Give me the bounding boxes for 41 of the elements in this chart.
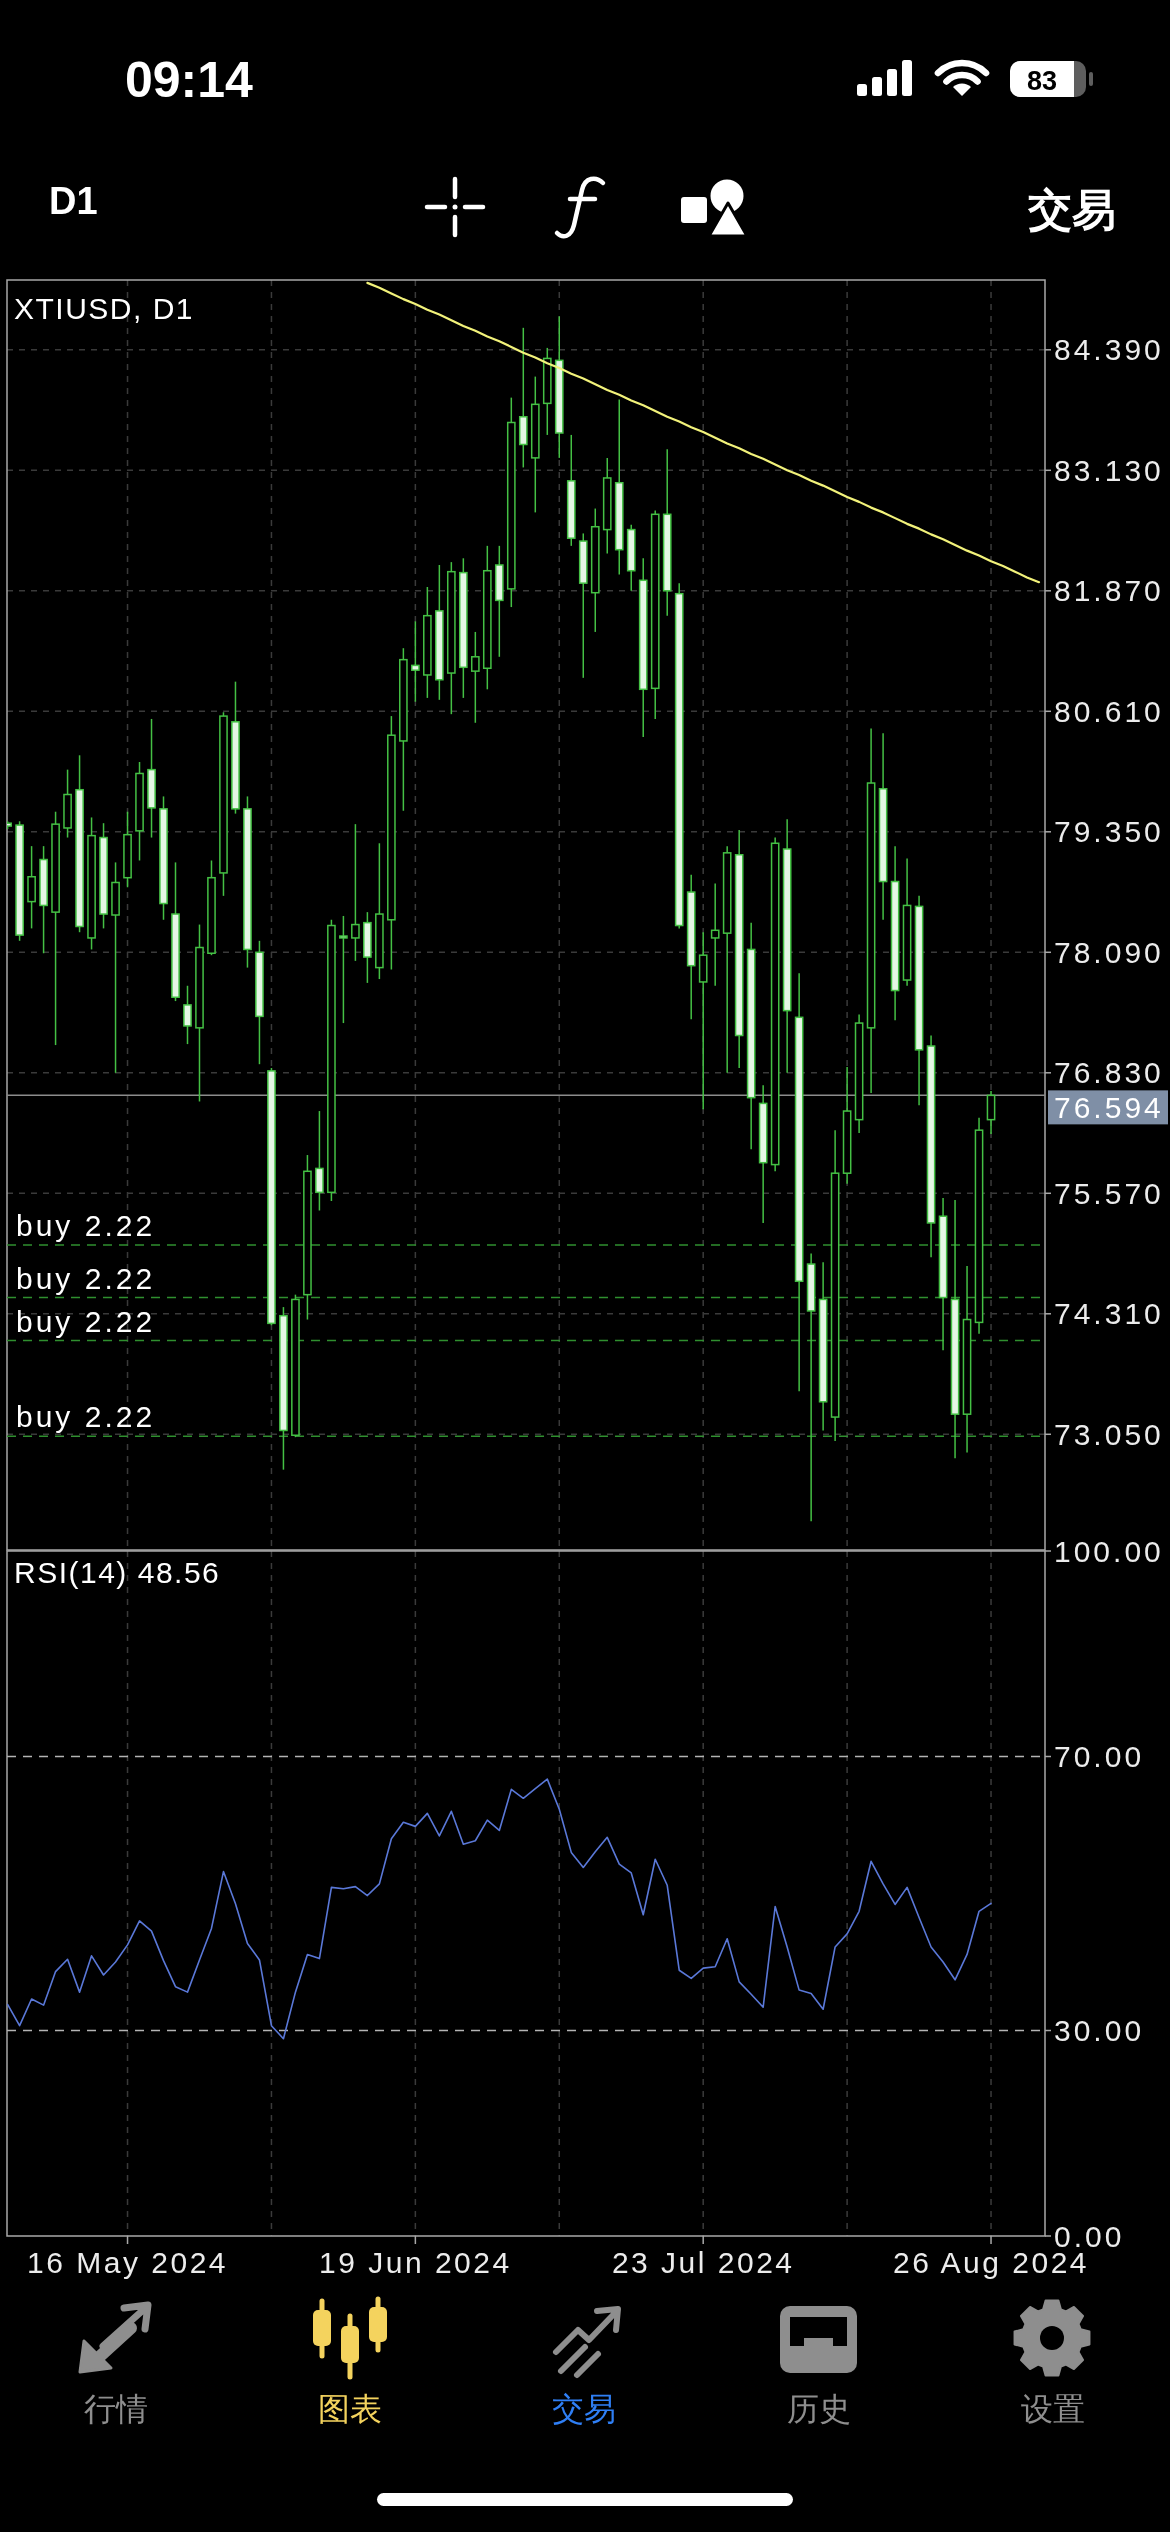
y-tick-label: 83.130 <box>1054 453 1164 487</box>
line-series <box>366 281 1041 584</box>
ref-line-label: 76.594 <box>1054 1090 1164 1124</box>
text: 交易 <box>552 2391 616 2427</box>
y-tick-label: 80.610 <box>1054 694 1164 728</box>
y-tick-label: 70.00 <box>1054 1740 1145 1773</box>
text: 图表 <box>318 2391 382 2427</box>
x-tick-label: 19 Jun 2024 <box>319 2246 512 2279</box>
candlestick <box>351 823 360 962</box>
text: 83 <box>1026 66 1058 96</box>
y-tick-label: 73.050 <box>1054 1417 1164 1451</box>
candlestick <box>339 915 348 1024</box>
candlestick <box>183 985 192 1045</box>
y-tick-label: 84.390 <box>1054 333 1164 367</box>
ref-line-label: buy 2.22 <box>16 1304 156 1338</box>
text: 交易 <box>1027 185 1116 234</box>
text: 历史 <box>787 2391 851 2427</box>
candlestick <box>470 631 480 724</box>
y-tick-label: 78.090 <box>1054 935 1164 969</box>
y-tick-label: 79.350 <box>1054 815 1164 849</box>
line-series <box>7 1778 992 2040</box>
candlestick <box>315 1110 324 1212</box>
chart-title: XTIUSD, D1 <box>14 292 195 325</box>
candlestick <box>411 620 420 703</box>
chart-title: RSI(14) 48.56 <box>14 1556 221 1589</box>
text: 09:14 <box>125 52 254 108</box>
y-tick-label: 75.570 <box>1054 1176 1164 1210</box>
y-tick-label: 74.310 <box>1054 1297 1164 1331</box>
x-tick-label: 16 May 2024 <box>27 2246 229 2279</box>
ref-line-label: buy 2.22 <box>16 1208 156 1242</box>
y-tick-label: 30.00 <box>1054 2014 1145 2047</box>
text: D1 <box>49 180 98 222</box>
text: 行情 <box>84 2391 148 2427</box>
text: 设置 <box>1021 2391 1085 2427</box>
y-tick-label: 81.870 <box>1054 574 1164 608</box>
candlestick <box>710 882 720 987</box>
y-tick-label: 76.830 <box>1054 1056 1164 1090</box>
y-tick-label: 100.00 <box>1054 1534 1164 1568</box>
ref-line-label: buy 2.22 <box>16 1261 156 1295</box>
ref-line-label: buy 2.22 <box>16 1400 156 1434</box>
x-tick-label: 23 Jul 2024 <box>611 2246 795 2279</box>
